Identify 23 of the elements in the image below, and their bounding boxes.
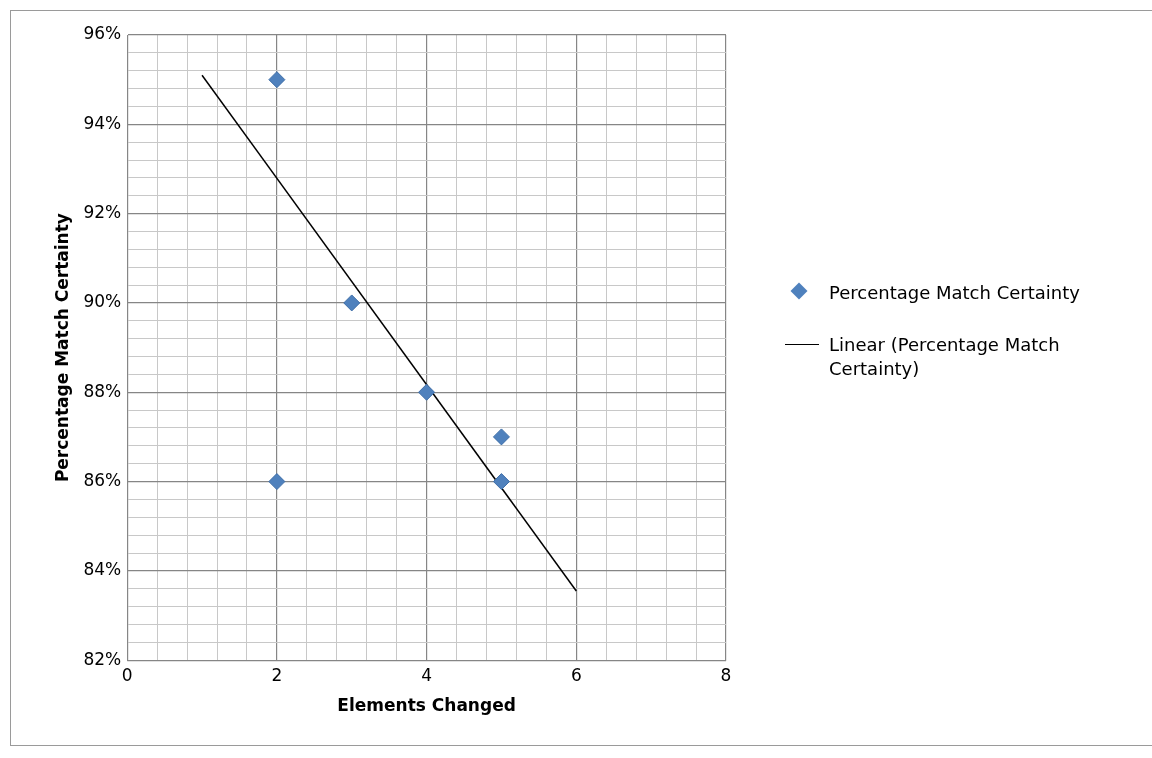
point xyxy=(492,428,510,446)
y-axis-title: Percentage Match Certainty xyxy=(51,213,72,483)
y-tick-label: 84% xyxy=(83,559,122,580)
point xyxy=(418,383,436,401)
y-tick-label: 90% xyxy=(83,291,122,312)
x-axis-title: Elements Changed xyxy=(337,695,516,716)
legend-label: Percentage Match Certainty xyxy=(829,281,1080,305)
x-tick-label: 4 xyxy=(421,664,433,685)
y-tick-label: 94% xyxy=(83,112,122,133)
x-tick-label: 0 xyxy=(121,664,133,685)
y-tick-label: 92% xyxy=(83,202,122,223)
point xyxy=(492,473,510,491)
x-tick-label: 8 xyxy=(720,664,732,685)
x-tick-label: 2 xyxy=(271,664,283,685)
x-tick-label: 6 xyxy=(570,664,582,685)
point xyxy=(343,294,361,312)
y-tick-label: 86% xyxy=(83,469,122,490)
point xyxy=(268,71,286,89)
y-tick-label: 88% xyxy=(83,380,122,401)
point xyxy=(268,473,286,491)
legend-label: Linear (Percentage Match Certainty) xyxy=(829,333,1061,381)
y-tick-label: 96% xyxy=(83,23,122,44)
y-tick-label: 82% xyxy=(83,648,122,669)
